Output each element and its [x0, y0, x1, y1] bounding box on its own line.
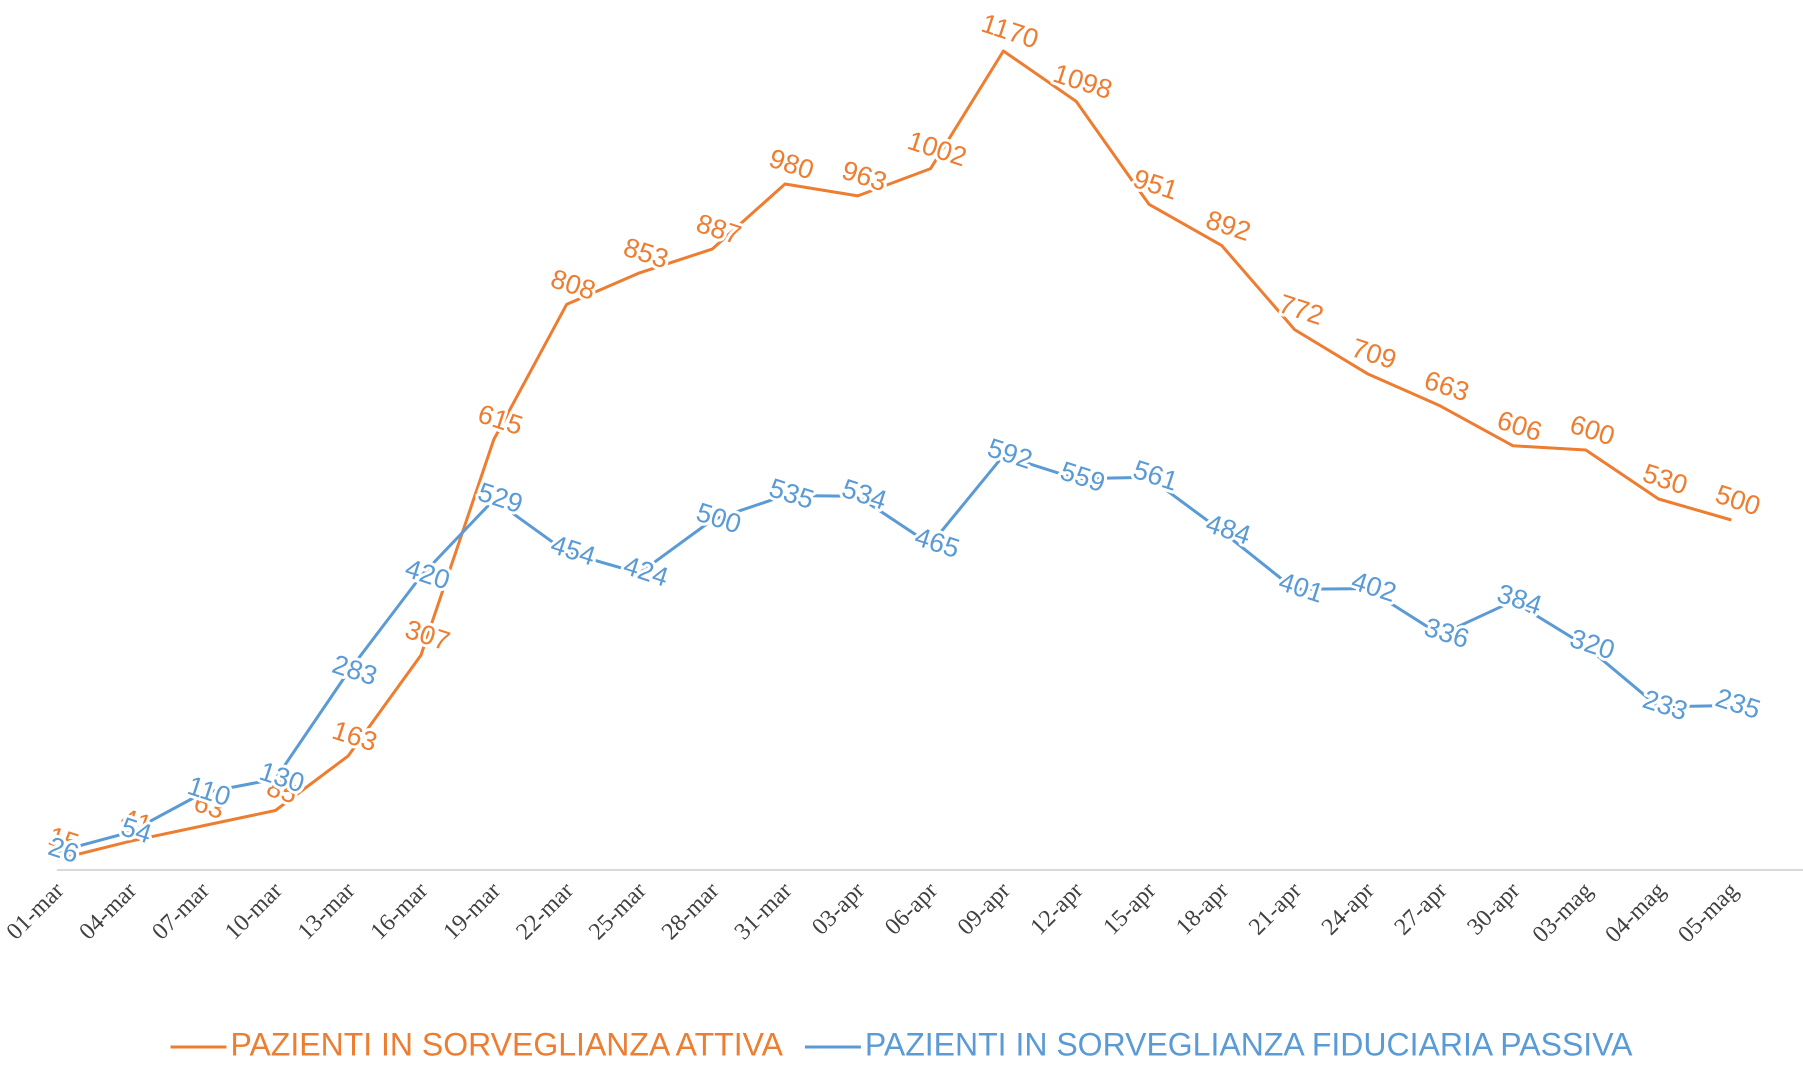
x-tick-label: 19-mar — [439, 878, 506, 945]
data-label: 484 — [1202, 508, 1254, 550]
data-label: 535 — [766, 472, 818, 514]
data-label: 1098 — [1050, 58, 1116, 105]
data-label: 808 — [547, 263, 599, 305]
data-label: 336 — [1421, 612, 1473, 654]
data-label: 530 — [1639, 458, 1691, 500]
legend: PAZIENTI IN SORVEGLIANZA ATTIVA PAZIENTI … — [170, 1026, 1633, 1062]
data-label: 559 — [1057, 456, 1109, 498]
data-label: 384 — [1494, 578, 1546, 620]
x-tick-label: 25-mar — [584, 878, 651, 945]
x-tick-label: 04-mag — [1601, 878, 1671, 948]
data-label: 561 — [1130, 454, 1182, 496]
x-tick-label: 06-apr — [880, 878, 943, 941]
x-tick-label: 16-mar — [366, 878, 433, 945]
series-line — [56, 454, 1732, 854]
data-label: 454 — [547, 529, 599, 571]
x-tick-label: 24-apr — [1317, 878, 1380, 941]
legend-label: PAZIENTI IN SORVEGLIANZA ATTIVA — [230, 1026, 783, 1062]
x-tick-label: 27-apr — [1390, 878, 1453, 941]
series-line — [56, 49, 1732, 861]
data-label: 963 — [838, 155, 890, 197]
x-tick-label: 28-mar — [657, 878, 724, 945]
data-label: 130 — [256, 756, 308, 798]
data-label: 235 — [1712, 682, 1764, 724]
x-tick-label: 30-apr — [1462, 878, 1525, 941]
data-label: 534 — [838, 473, 890, 515]
x-tick-label: 21-apr — [1244, 878, 1307, 941]
data-label: 402 — [1348, 566, 1400, 608]
data-label: 401 — [1275, 566, 1327, 608]
data-label: 320 — [1566, 623, 1618, 665]
data-label: 853 — [620, 232, 672, 274]
x-tick-label: 18-apr — [1171, 878, 1234, 941]
x-tick-label: 13-mar — [293, 878, 360, 945]
legend-label: PAZIENTI IN SORVEGLIANZA FIDUCIARIA PASS… — [865, 1026, 1633, 1062]
data-label: 233 — [1639, 684, 1691, 726]
x-tick-label: 03-mag — [1528, 878, 1598, 948]
x-tick-label: 09-apr — [953, 878, 1016, 941]
data-label: 283 — [329, 649, 381, 691]
data-label: 951 — [1130, 163, 1182, 205]
x-tick-label: 04-mar — [75, 878, 142, 945]
data-label: 1002 — [904, 125, 970, 172]
x-tick-label: 03-apr — [807, 878, 870, 941]
x-tick-label: 15-apr — [1098, 878, 1161, 941]
data-label: 772 — [1275, 289, 1327, 331]
data-label: 1170 — [978, 8, 1042, 54]
data-label: 887 — [693, 208, 745, 250]
data-label: 500 — [693, 497, 745, 539]
data-label: 465 — [911, 521, 963, 563]
data-label: 600 — [1566, 409, 1618, 451]
x-tick-label: 01-mar — [2, 878, 69, 945]
x-tick-label: 07-mar — [147, 878, 214, 945]
x-tick-label: 31-mar — [730, 878, 797, 945]
x-tick-label: 22-mar — [511, 878, 578, 945]
x-tick-label: 12-apr — [1026, 878, 1089, 941]
x-tick-label: 10-mar — [220, 878, 287, 945]
data-label: 615 — [474, 398, 526, 440]
data-label: 307 — [402, 614, 454, 656]
data-label: 110 — [184, 770, 234, 812]
data-label: 709 — [1348, 333, 1400, 375]
x-tick-label: 05-mag — [1673, 878, 1743, 948]
data-label: 980 — [766, 143, 818, 185]
